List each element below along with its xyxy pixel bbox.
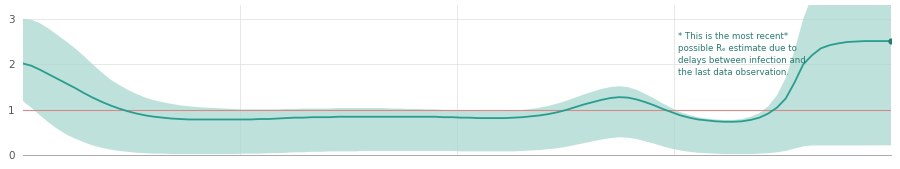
Text: * This is the most recent*
possible Rₑ estimate due to
delays between infection : * This is the most recent* possible Rₑ e… — [679, 32, 806, 77]
